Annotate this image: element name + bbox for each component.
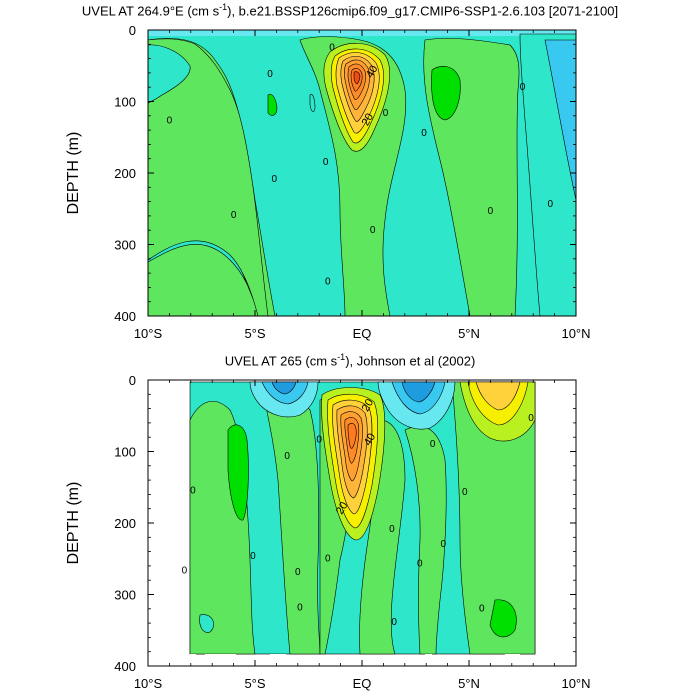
bottom-y-tick-label: 0 [129,373,136,388]
top-contour-label: 40 [364,64,381,81]
bottom-contour-label: 0 [297,603,303,614]
top-contour-label: 0 [271,174,277,185]
top-contour-label: 0 [421,128,427,139]
top-x-tick-label: 10°N [561,326,590,341]
top-contour-label: 0 [520,82,526,93]
top-contour-label: 0 [167,115,173,126]
bottom-contour-label: 0 [417,558,423,569]
bottom-panel: 0 0 0 0 0 0 0 0 0 0 0 0 0 0 0 0 20 40 20 10°S 5°S EQ 5°N 10°N 0… [114,373,590,691]
bottom-contour-label: 0 [441,539,447,550]
top-panel-title: UVEL AT 264.9°E (cm s-1), b.e21.BSSP126c… [81,2,619,19]
bottom-contour-label: 0 [182,565,188,576]
top-x-tick-label: 5°N [458,326,480,341]
top-contour-label: 0 [325,276,331,287]
bottom-x-tick-label: 10°S [134,676,163,691]
bottom-contour-label: 0 [389,524,395,535]
top-y-tick-label: 0 [129,23,136,38]
bottom-panel-title: UVEL AT 265 (cm s-1), Johnson et al (200… [224,352,476,369]
bottom-y-tick-label: 200 [114,516,136,531]
bottom-contour-label: 0 [430,439,436,450]
bottom-negative-cores [249,381,456,430]
top-x-tick-label: EQ [353,326,372,341]
top-contour-label: 0 [231,210,237,221]
bottom-contour-label: 0 [316,435,322,446]
bottom-x-tick-label: 5°S [244,676,265,691]
top-x-tick-label: 5°S [244,326,265,341]
bottom-green-mid-left [264,397,321,655]
top-contour-label: 0 [488,206,494,217]
bottom-y-tick-label: 100 [114,445,136,460]
bottom-contour-label: 0 [250,551,256,562]
bottom-contour-label: 0 [462,487,468,498]
bottom-right-jet [459,381,536,442]
bottom-contour-label: 0 [391,617,397,628]
top-contour-label: 20 [360,111,377,128]
bottom-contour-label: 0 [295,567,301,578]
bottom-y-tick-label: 400 [114,659,136,674]
bottom-contour-label: 20 [360,397,377,414]
top-panel: 0 0 0 0 0 0 0 0 0 0 0 0 0 20 40 10°S 5°S EQ 5°N 10°N 0 100 20… [114,23,590,341]
top-contour-label: 0 [383,108,389,119]
bottom-x-tick-label: 5°N [458,676,480,691]
bottom-contour-label: 0 [325,553,331,564]
top-y-tick-label: 100 [114,95,136,110]
bottom-contour-label: 0 [190,485,196,496]
top-y-tick-label: 300 [114,238,136,253]
bottom-y-tick-label: 300 [114,588,136,603]
bottom-x-tick-label: 10°N [561,676,590,691]
bottom-y-axis-title: DEPTH (m) [65,482,82,565]
bottom-euc-core [321,387,386,541]
top-y-tick-label: 400 [114,309,136,324]
top-x-tick-label: 10°S [134,326,163,341]
top-y-axis-title: DEPTH (m) [65,132,82,215]
bottom-green-center [359,419,406,655]
top-contour-label: 0 [329,42,335,53]
bottom-green-right [451,381,536,655]
bottom-x-tick-label: EQ [353,676,372,691]
top-contour-label: 0 [370,225,376,236]
bottom-contour-label: 40 [362,431,379,448]
top-euc-core [323,43,391,152]
bottom-contour-label: 20 [334,500,351,517]
top-contour-label: 0 [323,157,329,168]
bottom-contour-label: 0 [479,603,485,614]
bottom-contour-label: 0 [284,451,290,462]
top-contour-label: 0 [548,199,554,210]
bottom-contour-label: 0 [528,413,534,424]
top-y-tick-label: 200 [114,166,136,181]
top-contour-label: 0 [267,69,273,80]
